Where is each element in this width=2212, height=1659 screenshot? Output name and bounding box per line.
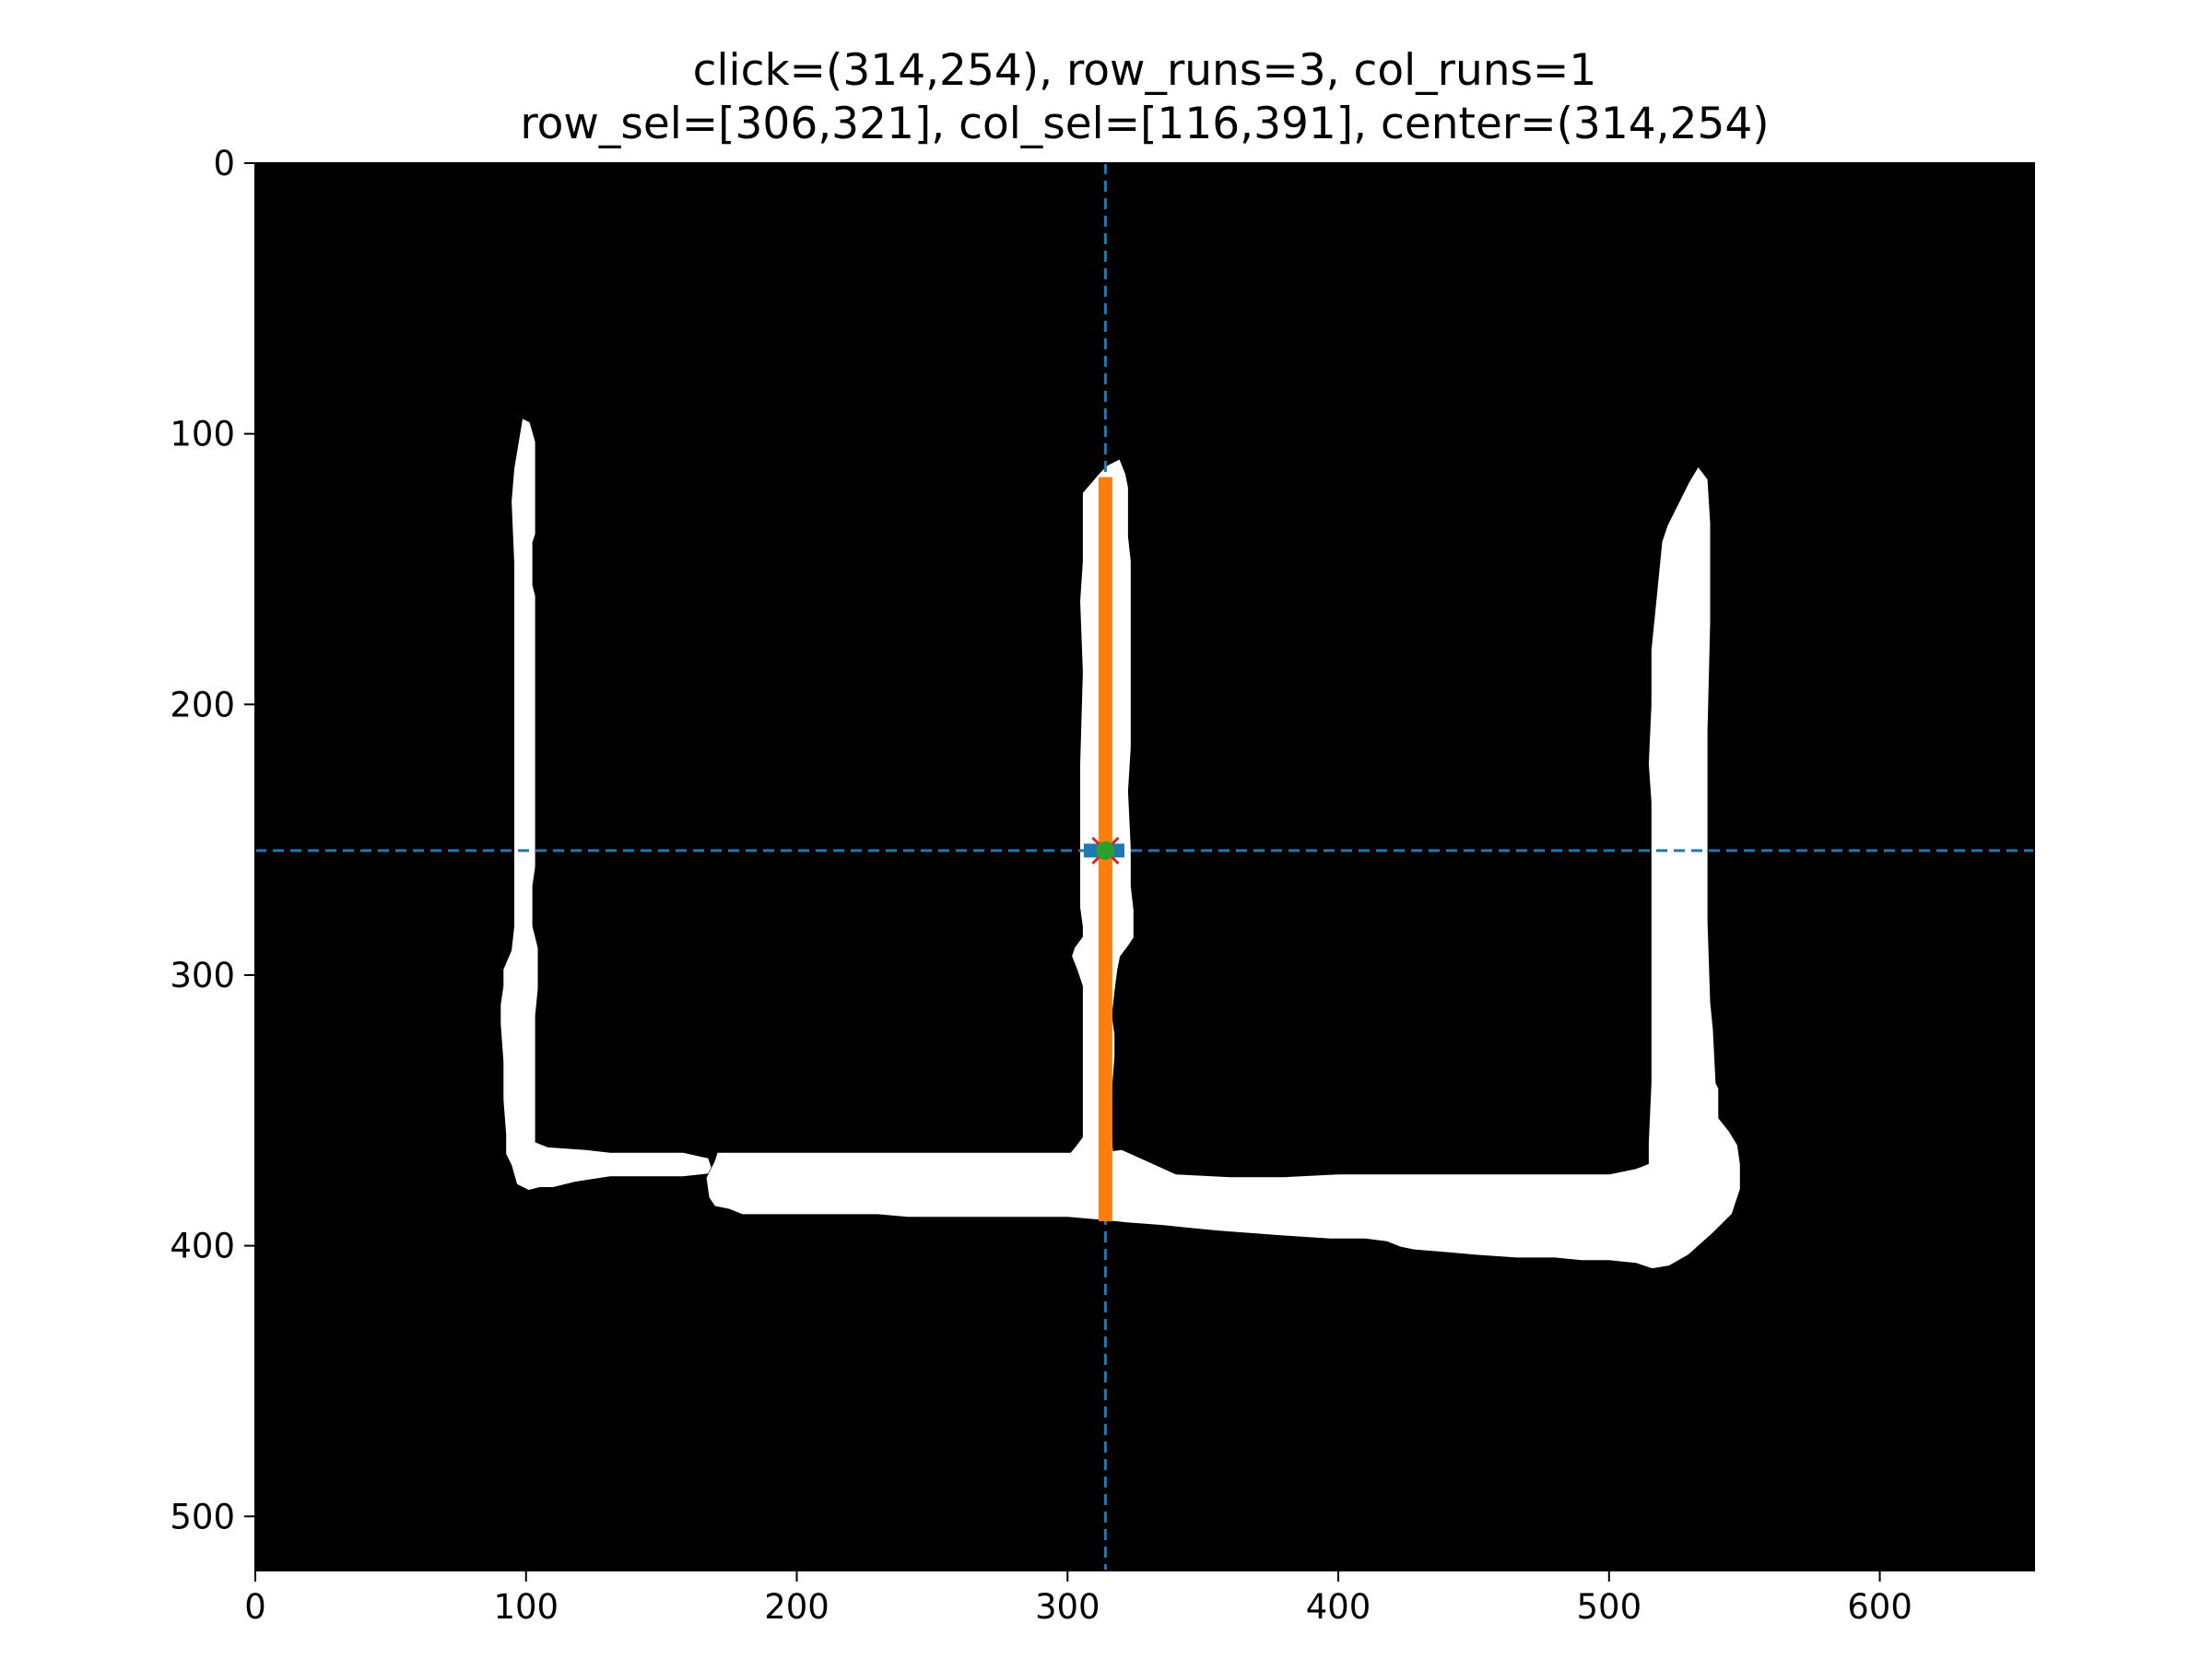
x-tick-label: 300 <box>1035 1587 1100 1627</box>
left-stroke <box>500 418 712 1190</box>
strokes-layer <box>500 418 1740 1269</box>
title-line-2: row_sel=[306,321], col_sel=[116,391], ce… <box>520 99 1769 149</box>
title-line-1: click=(314,254), row_runs=3, col_runs=1 <box>693 45 1597 96</box>
center-marker-dot <box>1096 841 1115 860</box>
x-tick-label: 200 <box>764 1587 830 1627</box>
axes-frame <box>254 162 2035 1571</box>
x-tick-label: 100 <box>493 1587 559 1627</box>
y-axis: 0 100 200 300 400 500 <box>170 144 255 1536</box>
y-tick-label: 500 <box>170 1497 235 1536</box>
x-tick-label: 0 <box>244 1587 266 1627</box>
x-axis: 0 100 200 300 400 500 600 <box>244 1571 1912 1627</box>
y-tick-label: 300 <box>170 956 235 995</box>
right-stroke <box>706 467 1740 1269</box>
x-tick-label: 500 <box>1576 1587 1641 1627</box>
y-tick-label: 400 <box>170 1227 235 1266</box>
y-tick-label: 0 <box>213 144 235 183</box>
y-tick-label: 100 <box>170 415 235 454</box>
plot-area <box>254 162 2035 1571</box>
x-tick-label: 400 <box>1306 1587 1371 1627</box>
overlay-layer <box>255 163 2034 1571</box>
y-tick-label: 200 <box>170 685 235 724</box>
image-background <box>255 163 2034 1571</box>
x-tick-label: 600 <box>1847 1587 1912 1627</box>
